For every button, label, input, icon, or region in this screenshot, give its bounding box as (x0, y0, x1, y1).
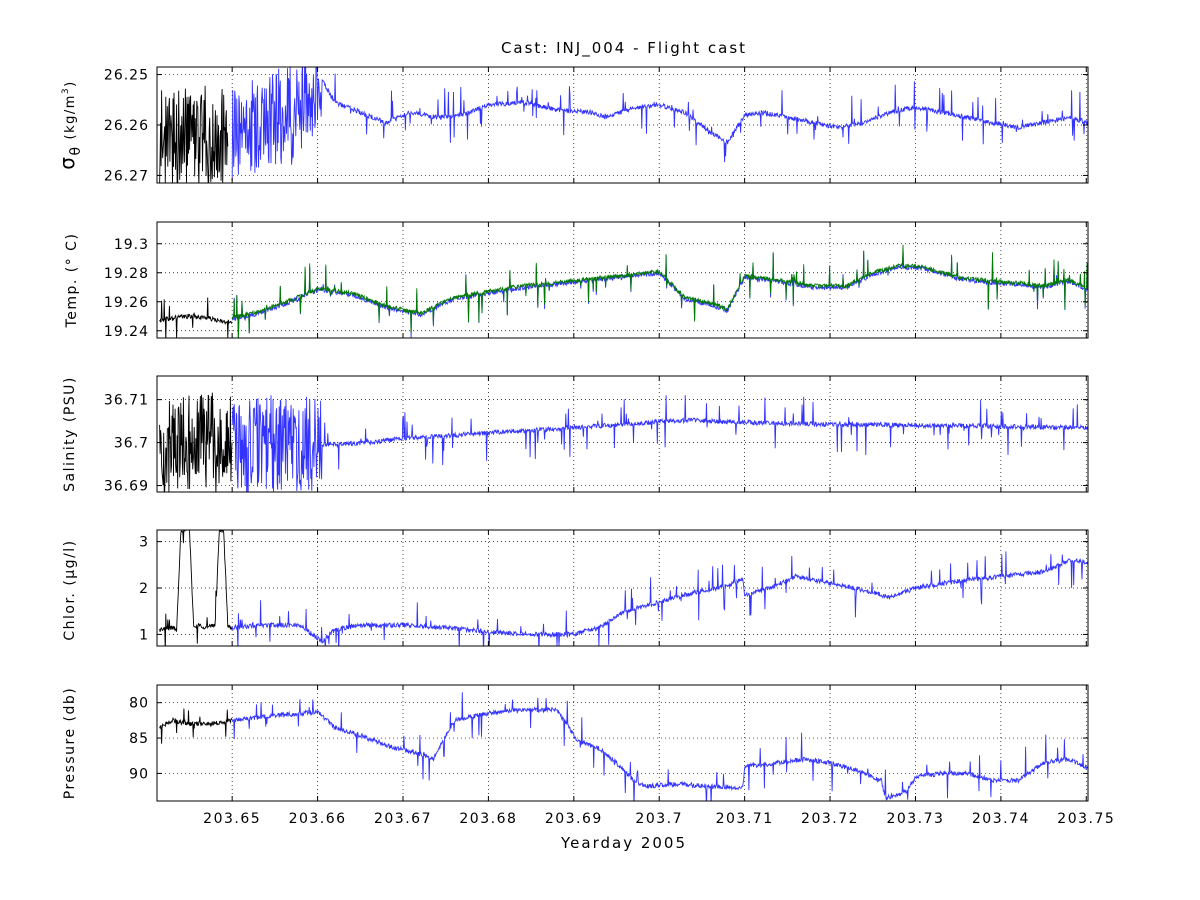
sigma-symbol: σ (55, 156, 79, 170)
y-tick-label: 2 (139, 581, 149, 597)
series-group (159, 244, 1088, 338)
y-axis-label: Salinity (PSU) (62, 376, 78, 492)
x-tick-label: 203.7 (635, 811, 683, 827)
y-tick-label: 90 (129, 766, 149, 782)
y-tick-label: 26.25 (104, 68, 149, 84)
grid (157, 376, 1088, 492)
series-line-early (159, 392, 233, 492)
x-tick-label: 203.74 (972, 811, 1030, 827)
panels: 26.2526.2626.27σθ(kg/m3)19.2419.2619.281… (55, 66, 1115, 827)
x-tick-label: 203.66 (289, 811, 347, 827)
y-tick-label: 36.7 (114, 436, 149, 452)
y-tick-label: 36.71 (104, 393, 149, 409)
y-axis-label: Chlor. (μg/l) (62, 539, 78, 640)
series-group (159, 692, 1088, 801)
panel-1: 26.25 26.26 26.27 σθ (kg/m3) (55, 66, 1089, 184)
series-line-main (231, 395, 1088, 492)
y-axis-label: σθ (kg/m3) (55, 80, 84, 169)
y-tick-label: 26.27 (104, 168, 149, 184)
figure-title: Cast: INJ_004 - Flight cast (501, 39, 747, 58)
y-tick-label: 19.3 (114, 237, 149, 253)
y-axis-label: Pressure (db) (62, 687, 78, 799)
series-line-main (231, 67, 1088, 181)
x-tick-label: 203.75 (1057, 811, 1115, 827)
y-tick-label: 26.26 (104, 118, 149, 134)
series-line-secondary (231, 244, 1088, 338)
y-axis-label: Temp. (° C) (64, 233, 80, 329)
y-tick-label: 3 (139, 535, 149, 551)
series-line-early (159, 297, 233, 338)
ticks: 36.69 36.7 36.71 (104, 376, 1088, 495)
y-tick-label: 19.28 (104, 266, 149, 282)
series-group (159, 530, 1088, 646)
x-tick-label: 203.73 (886, 811, 944, 827)
series-line-early (159, 708, 233, 744)
axes-frame (156, 684, 1089, 802)
x-tick-label: 203.65 (203, 811, 261, 827)
series-line-main (231, 692, 1088, 801)
x-tick-label: 203.67 (374, 811, 432, 827)
panel-4: 1 2 3 Chlor. (μg/l) (62, 529, 1089, 647)
x-tick-label: 203.71 (716, 811, 774, 827)
panel-5: 80 85 90 203.65 203.66 203.67 203.68 203.69 203.… (62, 684, 1115, 827)
ticks: 1 2 3 (139, 530, 1088, 646)
units-superscript: 3 (61, 87, 71, 94)
y-tick-label: 1 (139, 627, 149, 643)
axes-frame (156, 375, 1089, 493)
x-tick-label: 203.68 (459, 811, 517, 827)
series-line-early (159, 85, 229, 183)
series-group (159, 392, 1088, 492)
units: (kg/m (63, 94, 78, 139)
ticks: 26.25 26.26 26.27 (104, 67, 1088, 184)
units-close: ) (63, 80, 78, 87)
x-tick-label: 203.69 (545, 811, 603, 827)
ticks: 19.24 19.26 19.28 19.3 (104, 222, 1088, 340)
panel-3: 36.69 36.7 36.71 Salinity (PSU) (62, 375, 1089, 495)
series-line-main (231, 551, 1088, 646)
y-tick-label: 85 (129, 731, 149, 747)
y-tick-label: 36.69 (104, 479, 149, 495)
x-tick-label: 203.72 (801, 811, 859, 827)
x-axis-label: Yearday 2005 (560, 834, 687, 852)
series-line-early (159, 530, 233, 646)
y-tick-label: 19.26 (104, 295, 149, 311)
theta-subscript: θ (68, 145, 84, 155)
series-group (159, 67, 1088, 183)
axes-frame (156, 221, 1089, 339)
grid (157, 685, 1088, 801)
y-tick-label: 19.24 (104, 324, 149, 340)
y-tick-label: 80 (129, 696, 149, 712)
panel-2: 19.24 19.26 19.28 19.3 Temp. (° C) (64, 221, 1089, 340)
ticks: 80 85 90 (129, 685, 1088, 801)
